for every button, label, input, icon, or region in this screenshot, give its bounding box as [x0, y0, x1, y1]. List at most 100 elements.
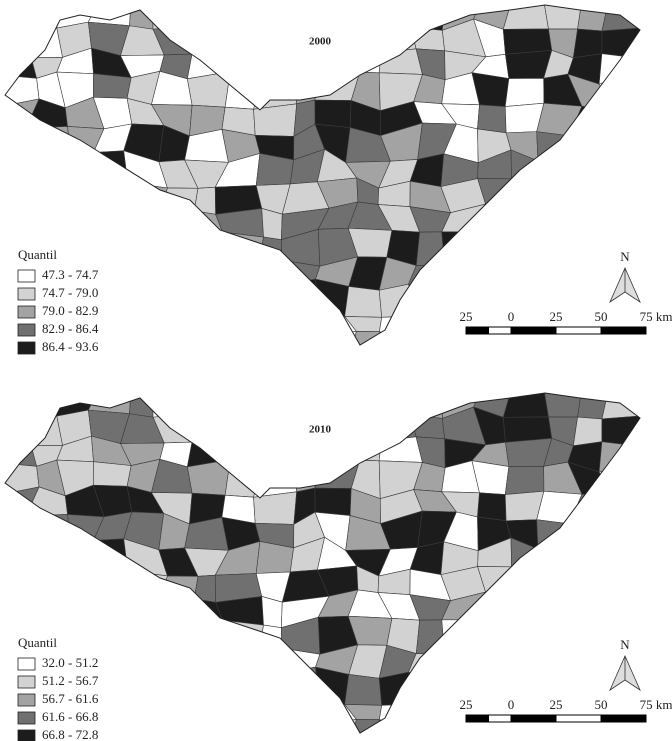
municipality — [344, 674, 383, 706]
municipality — [27, 156, 72, 183]
municipality — [290, 5, 324, 29]
municipality — [188, 5, 225, 33]
municipality — [248, 309, 288, 334]
municipality — [121, 230, 163, 264]
municipality — [155, 210, 195, 236]
scale-segment — [600, 714, 647, 723]
scale-segment — [510, 326, 557, 335]
municipality — [633, 460, 640, 500]
municipality — [601, 562, 638, 602]
scale-segment — [465, 714, 489, 723]
scale-label: 50 — [595, 309, 608, 324]
municipality — [504, 466, 545, 495]
municipality — [601, 5, 640, 32]
municipality — [343, 6, 389, 26]
municipality — [164, 336, 201, 345]
legend-label: 66.8 - 72.8 — [42, 727, 98, 741]
municipality — [5, 127, 29, 160]
municipality — [127, 599, 161, 624]
municipality — [250, 20, 293, 57]
municipality — [5, 588, 39, 630]
municipality — [343, 23, 382, 59]
municipality — [193, 186, 216, 215]
municipality — [193, 304, 233, 344]
municipality — [261, 208, 283, 241]
municipality — [214, 648, 259, 681]
municipality — [216, 332, 255, 345]
municipality — [155, 304, 200, 338]
municipality — [502, 5, 549, 30]
municipality — [544, 569, 585, 599]
municipality — [574, 544, 612, 570]
municipality — [189, 668, 234, 708]
legend-label: 82.9 - 86.4 — [42, 321, 99, 336]
legend-swatch — [17, 341, 36, 355]
municipalities — [5, 393, 671, 733]
municipality — [89, 589, 134, 620]
municipality — [445, 669, 487, 697]
municipality — [511, 566, 550, 595]
municipality — [604, 332, 639, 345]
municipality — [631, 515, 640, 551]
municipality — [36, 200, 72, 238]
municipality — [123, 666, 168, 706]
municipality — [314, 99, 352, 128]
municipality — [511, 592, 552, 620]
municipality — [601, 415, 640, 447]
municipality — [508, 647, 553, 680]
map-panel: 2010 Quantil 32.0 - 51.2 51.2 - 56.7 56.7 - … — [4, 392, 672, 741]
municipality — [224, 459, 262, 498]
municipality — [548, 205, 581, 231]
municipality — [164, 724, 201, 733]
municipality — [248, 697, 288, 722]
municipality — [282, 311, 320, 337]
municipality — [508, 259, 553, 292]
municipality — [633, 441, 640, 462]
municipality — [644, 111, 671, 135]
municipality — [346, 331, 390, 345]
municipality — [631, 159, 640, 180]
municipality — [601, 174, 638, 214]
municipality — [250, 283, 288, 313]
scale-label: 75 km — [640, 309, 672, 324]
municipality — [5, 393, 32, 420]
municipality — [97, 182, 129, 212]
municipality — [162, 252, 191, 289]
municipality — [644, 499, 671, 523]
municipality — [605, 110, 640, 135]
municipality — [444, 653, 486, 680]
municipality — [605, 498, 640, 523]
municipality — [544, 335, 579, 345]
municipality — [631, 669, 640, 700]
municipality — [631, 547, 640, 568]
municipality — [290, 393, 324, 417]
scale-segment — [510, 714, 557, 723]
legend-title: Quantil — [18, 635, 57, 650]
legend-swatch — [17, 675, 36, 689]
municipality — [123, 278, 168, 318]
legend-swatch — [17, 693, 36, 707]
municipality — [631, 281, 640, 312]
municipality — [5, 544, 40, 567]
legend-label: 32.0 - 51.2 — [42, 655, 98, 670]
municipality — [476, 618, 518, 656]
municipality — [549, 645, 585, 674]
legend-swatch — [17, 269, 36, 283]
municipality — [631, 127, 640, 163]
municipality — [483, 264, 511, 292]
municipality — [343, 394, 389, 414]
municipality — [604, 720, 639, 733]
municipality — [127, 570, 168, 603]
municipality — [216, 720, 255, 733]
municipality — [36, 588, 72, 626]
municipality — [5, 200, 39, 242]
municipality — [129, 5, 154, 30]
municipality — [634, 5, 640, 32]
municipality — [215, 5, 265, 33]
municipality — [30, 393, 58, 420]
municipality — [214, 679, 252, 707]
municipality — [132, 718, 170, 733]
municipality — [5, 565, 40, 594]
municipality — [89, 229, 134, 264]
legend-swatch — [17, 711, 36, 725]
